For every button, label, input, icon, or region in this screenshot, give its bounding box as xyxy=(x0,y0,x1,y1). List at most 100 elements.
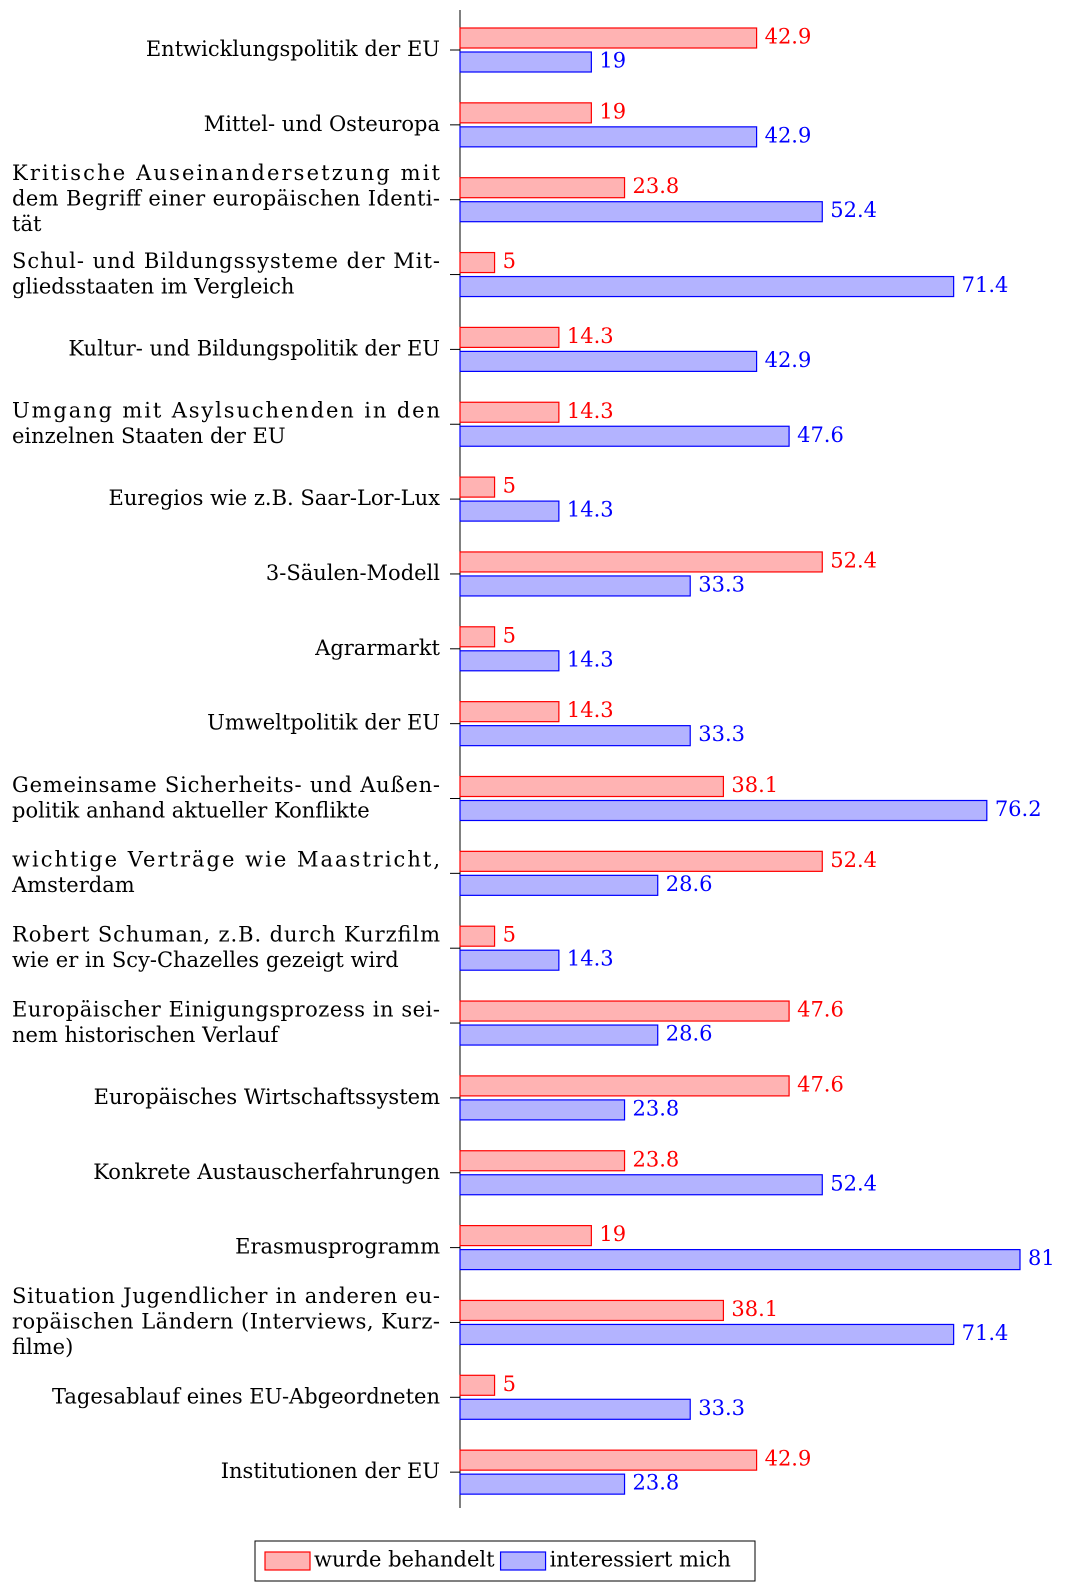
value-label: 47.6 xyxy=(797,1072,844,1096)
y-tick-label: Kultur- und Bildungspolitik der EU xyxy=(68,336,440,360)
bar xyxy=(459,725,691,747)
legend-label: wurde behandelt xyxy=(314,1548,495,1572)
bar xyxy=(459,201,823,223)
value-label: 19 xyxy=(599,99,626,123)
bar xyxy=(459,874,659,896)
y-tick-label: Gemeinsame Sicherheits- und Außen-politi… xyxy=(12,772,440,822)
value-label: 19 xyxy=(599,1222,626,1246)
bar xyxy=(459,425,790,447)
bar xyxy=(459,476,496,498)
legend-swatch xyxy=(264,1551,311,1571)
value-label: 76.2 xyxy=(995,797,1042,821)
bar xyxy=(459,1224,592,1247)
y-tick-label: Entwicklungspolitik der EU xyxy=(146,37,440,61)
bar xyxy=(459,27,758,49)
value-label: 38.1 xyxy=(731,1297,778,1321)
bar xyxy=(459,949,560,971)
y-tick-label: 3-Säulen-Modell xyxy=(266,560,440,584)
bar xyxy=(459,1374,496,1396)
bar xyxy=(459,925,496,947)
y-tick-label: Agrarmarkt xyxy=(314,635,440,659)
value-label: 23.8 xyxy=(633,1096,680,1120)
y-tick-label: Tagesablauf eines EU-Abgeordneten xyxy=(52,1384,440,1408)
value-label: 71.4 xyxy=(962,1321,1009,1345)
y-tick-label: Umweltpolitik der EU xyxy=(207,710,440,734)
bar xyxy=(459,350,758,372)
y-tick-label: Situation Jugendlicher in anderen eu-rop… xyxy=(12,1283,440,1358)
legend-swatch xyxy=(499,1551,547,1571)
y-tick-label: Schul- und Bildungssysteme der Mit-glied… xyxy=(12,248,440,298)
value-label: 42.9 xyxy=(765,348,812,372)
value-label: 71.4 xyxy=(962,273,1009,297)
y-tick-label: Mittel- und Osteuropa xyxy=(204,111,440,135)
y-tick-label: Institutionen der EU xyxy=(221,1459,440,1483)
y-tick-label: Erasmusprogramm xyxy=(235,1234,440,1258)
value-label: 23.8 xyxy=(633,1471,680,1495)
legend-label: interessiert mich xyxy=(550,1548,731,1572)
value-label: 33.3 xyxy=(698,722,745,746)
value-label: 28.6 xyxy=(666,1022,713,1046)
value-label: 81 xyxy=(1028,1246,1055,1270)
bar xyxy=(459,850,823,872)
bar xyxy=(459,1075,790,1097)
value-label: 5 xyxy=(503,923,516,947)
y-tick-label: Robert Schuman, z.B. durch Kurzfilm wie e… xyxy=(12,922,440,972)
bar xyxy=(459,275,955,298)
value-label: 19 xyxy=(599,49,626,73)
y-tick-label: Europäisches Wirtschaftssystem xyxy=(94,1084,440,1108)
bar xyxy=(459,1473,626,1495)
value-label: 14.3 xyxy=(567,647,614,671)
bar xyxy=(459,626,496,648)
bar xyxy=(459,1398,691,1420)
value-label: 47.6 xyxy=(797,998,844,1022)
bar xyxy=(459,51,592,73)
value-label: 5 xyxy=(503,249,516,273)
value-label: 42.9 xyxy=(765,25,812,49)
value-label: 52.4 xyxy=(830,848,877,872)
y-tick-label: Umgang mit Asylsuchenden in den einzelnen… xyxy=(12,398,440,448)
bar xyxy=(459,1323,955,1346)
bar xyxy=(459,701,560,723)
bar xyxy=(459,551,823,573)
value-label: 23.8 xyxy=(633,174,680,198)
bar xyxy=(459,177,626,199)
value-label: 52.4 xyxy=(830,198,877,222)
bar xyxy=(459,1024,659,1046)
value-label: 28.6 xyxy=(666,872,713,896)
bar xyxy=(459,775,725,798)
y-tick-label: wichtige Verträge wie Maastricht, Amsterd… xyxy=(11,847,440,897)
value-label: 33.3 xyxy=(698,1396,745,1420)
value-label: 23.8 xyxy=(633,1147,680,1171)
value-label: 42.9 xyxy=(765,1447,812,1471)
y-tick-label: Europäischer Einigungsprozess in sei-nem… xyxy=(12,997,440,1047)
y-tick-label: Euregios wie z.B. Saar-Lor-Lux xyxy=(109,486,441,510)
bar xyxy=(459,401,560,423)
value-label: 38.1 xyxy=(731,773,778,797)
value-label: 42.9 xyxy=(765,123,812,147)
bar xyxy=(459,102,592,124)
value-label: 5 xyxy=(503,474,516,498)
bar xyxy=(459,575,691,597)
value-label: 14.3 xyxy=(567,947,614,971)
value-label: 5 xyxy=(503,1372,516,1396)
value-label: 14.3 xyxy=(567,698,614,722)
bar xyxy=(459,1174,823,1196)
bar xyxy=(459,126,758,148)
value-label: 52.4 xyxy=(830,1171,877,1195)
value-label: 14.3 xyxy=(567,324,614,348)
y-tick-label: Kritische Auseinandersetzung mit dem Begr… xyxy=(12,161,441,236)
bar xyxy=(459,650,560,672)
value-label: 47.6 xyxy=(797,423,844,447)
bar xyxy=(459,1150,626,1172)
bar xyxy=(459,1299,725,1322)
bar xyxy=(459,1000,790,1022)
value-label: 33.3 xyxy=(698,572,745,596)
bar xyxy=(459,500,560,522)
bar xyxy=(459,1449,758,1471)
value-label: 5 xyxy=(503,623,516,647)
value-label: 52.4 xyxy=(830,548,877,572)
bar xyxy=(459,799,988,822)
bar xyxy=(459,251,496,274)
bar xyxy=(459,326,560,348)
